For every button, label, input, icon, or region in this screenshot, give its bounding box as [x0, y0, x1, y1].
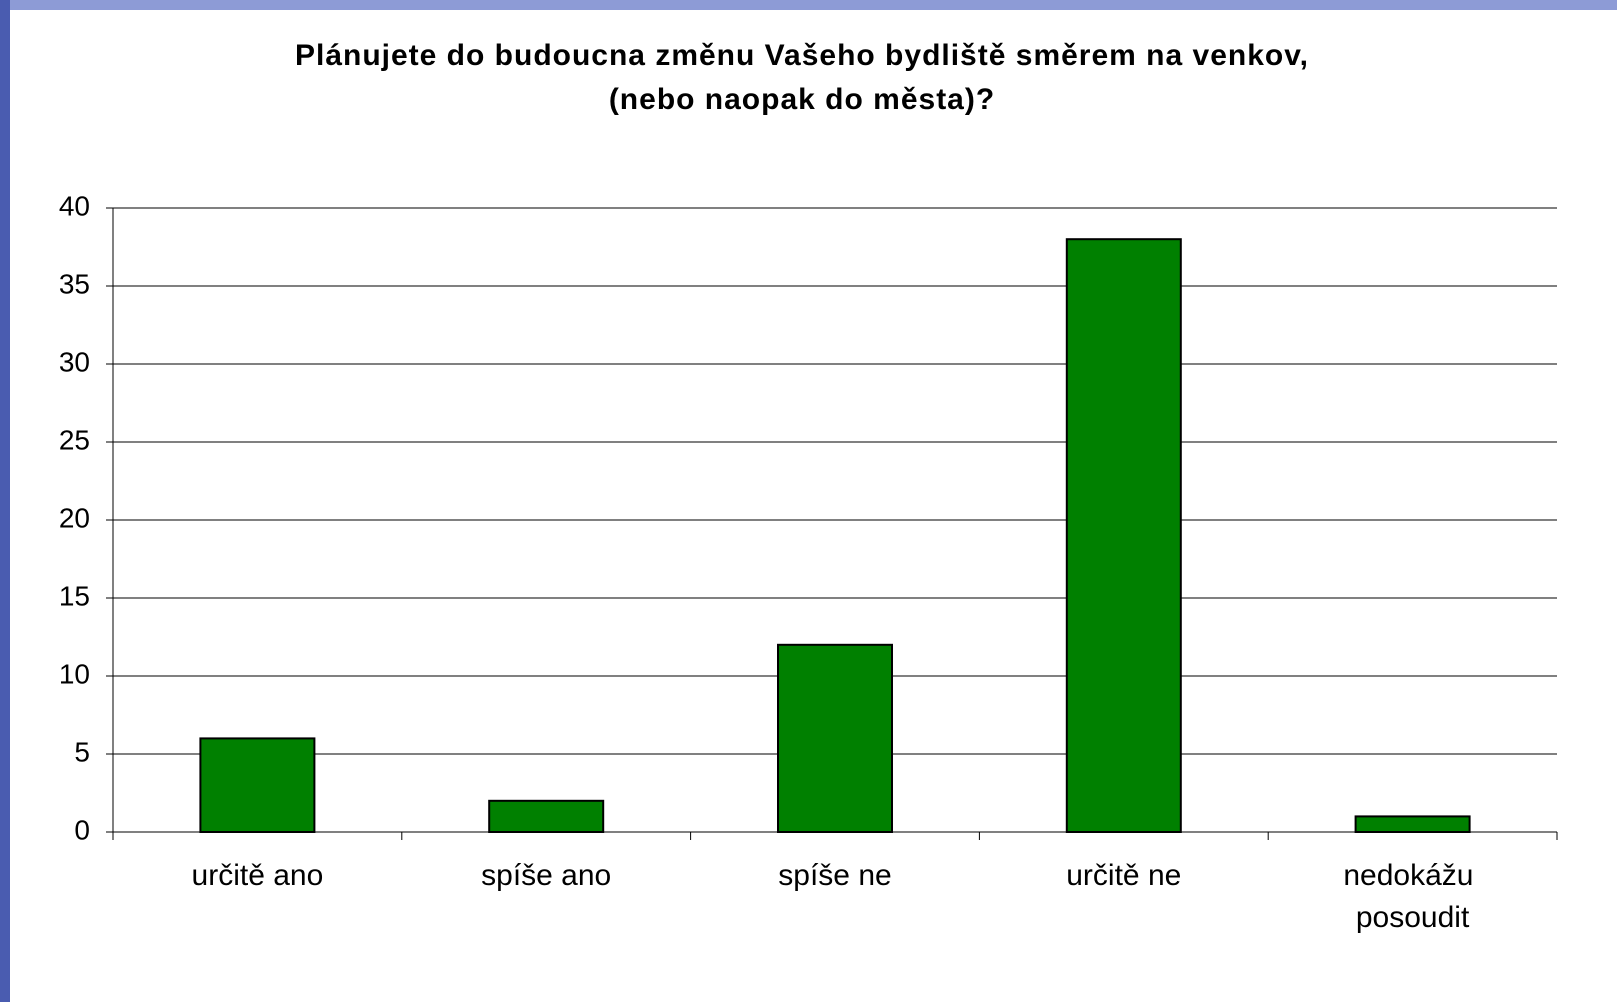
- chart-title: Plánujete do budoucna změnu Vašeho bydli…: [295, 39, 1309, 72]
- y-tick-label: 0: [74, 814, 90, 845]
- y-tick-label: 20: [59, 502, 90, 533]
- y-tick-label: 15: [59, 580, 90, 611]
- y-tick-label: 10: [59, 658, 90, 689]
- y-tick-label: 25: [59, 424, 90, 455]
- bar: [1354, 815, 1471, 834]
- x-tick-label: spíše ano: [481, 859, 611, 892]
- chart-title: (nebo naopak do města)?: [609, 83, 995, 116]
- panel: [10, 10, 1617, 1002]
- bar: [777, 643, 893, 833]
- x-tick-label: nedokážu posoudit: [1343, 859, 1481, 934]
- x-tick-label: určitě ne: [1066, 859, 1181, 892]
- bar: [488, 799, 605, 833]
- y-tick-label: 35: [59, 268, 90, 299]
- top-strip: [0, 0, 1617, 10]
- x-tick-label: spíše ne: [778, 859, 891, 892]
- left-strip: [0, 0, 10, 1002]
- bar: [199, 737, 316, 834]
- y-tick-label: 40: [59, 190, 90, 221]
- bar: [1065, 238, 1182, 833]
- x-tick-label: určitě ano: [192, 859, 324, 892]
- y-tick-label: 5: [74, 736, 90, 767]
- y-tick-label: 30: [59, 346, 90, 377]
